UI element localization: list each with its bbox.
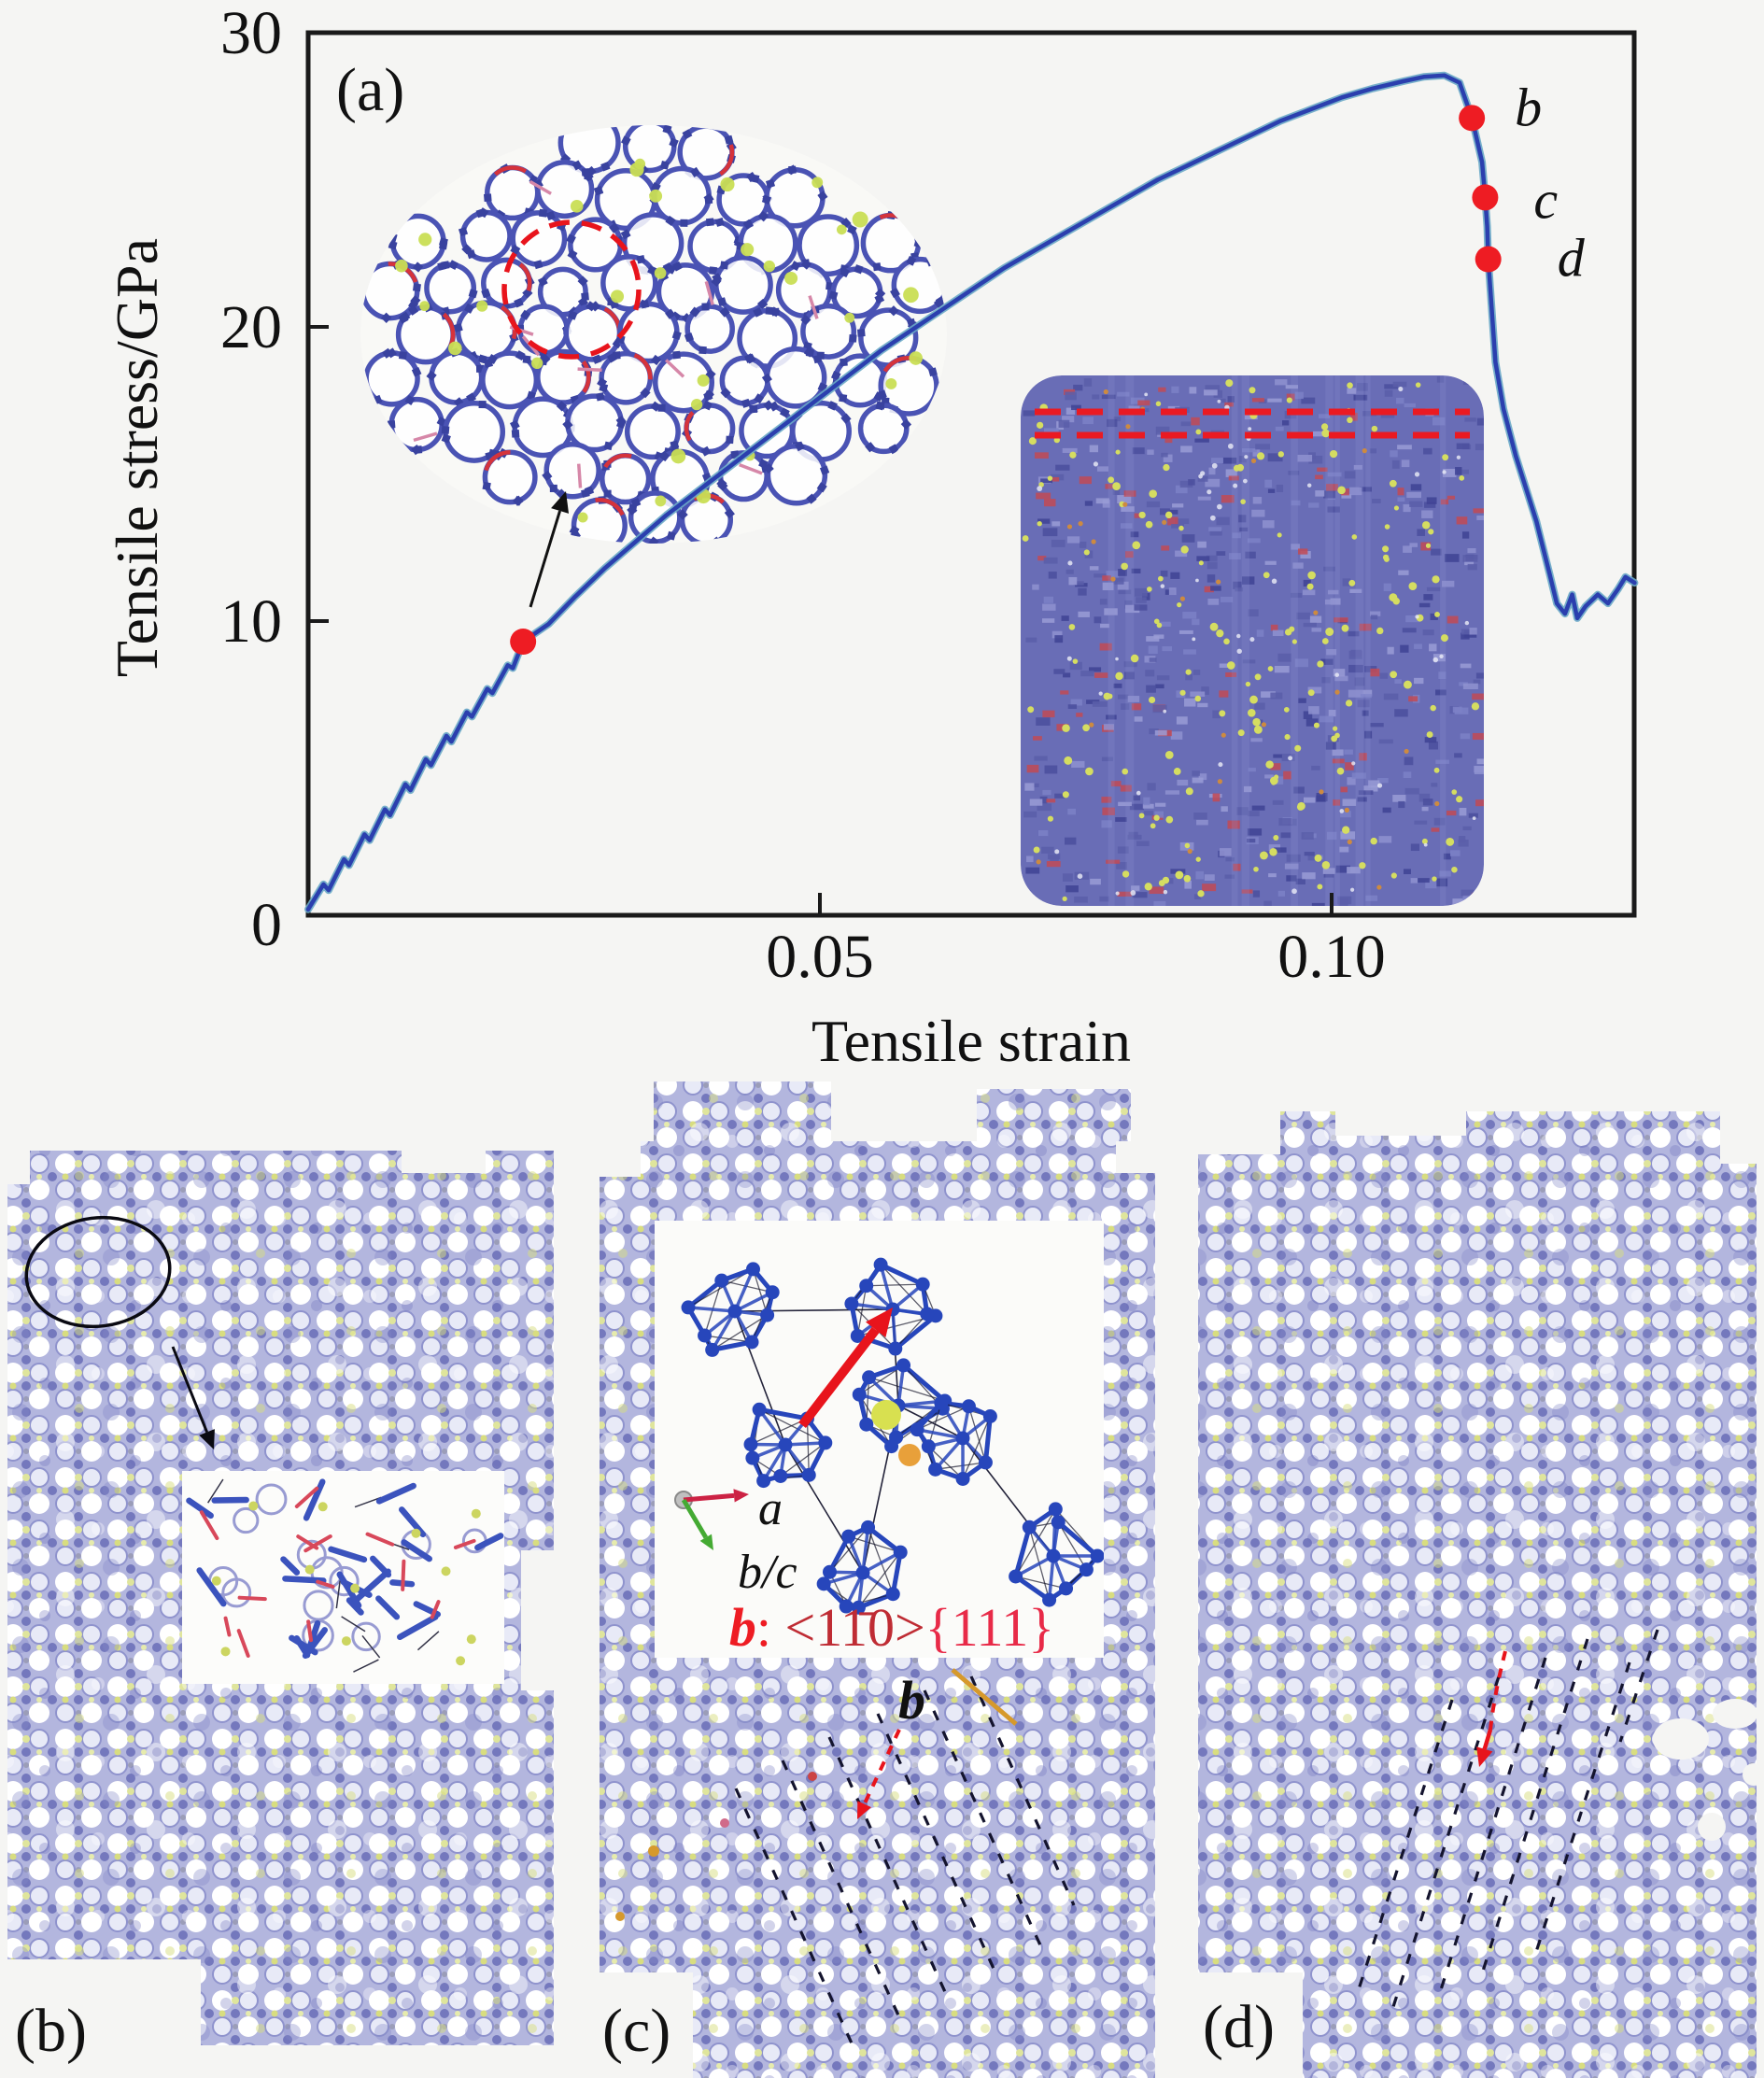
marker-point-d [1475, 246, 1502, 273]
y-tick-0: 0 [251, 891, 282, 959]
panel-b-label: (b) [15, 1997, 87, 2065]
axis-a-label: a [758, 1482, 783, 1535]
panel-c-inset-cluster-structure [674, 1257, 1104, 1615]
slip-vector-b-label: b [898, 1670, 925, 1731]
panel-d-slip-plane-dashes [1357, 1629, 1659, 2014]
plot-border [305, 30, 1637, 918]
panel-b-inset-disordered-structure [186, 1478, 504, 1673]
panel-c-slip-plane-dashes [615, 1668, 1076, 2046]
marker-point-b [1459, 105, 1486, 132]
panel-d-label: (d) [1203, 1993, 1275, 2061]
panel-c-snapshot [600, 1081, 1155, 2078]
axis-ticks [308, 31, 1334, 915]
marker-label-d: d [1558, 228, 1586, 289]
x-axis-title: Tensile strain [811, 1008, 1131, 1074]
x-tick-0.05: 0.05 [766, 923, 874, 991]
axis-bc-label: b/c [738, 1546, 797, 1599]
y-tick-10: 10 [220, 587, 282, 656]
yellow-dopant-atom [871, 1400, 901, 1430]
y-tick-30: 30 [220, 0, 282, 67]
inset-nanowire-cylinder-model [1021, 375, 1484, 906]
orange-atom [898, 1444, 921, 1466]
curve-markers: bcd [510, 77, 1586, 656]
panel-b-snapshot [7, 1151, 554, 2048]
panel-a-label: (a) [336, 56, 404, 124]
red-dashed-circle-annotation [501, 219, 642, 360]
burgers-vector-annotation: b: <11̄0>{111} [729, 1597, 1054, 1658]
y-tick-20: 20 [220, 293, 282, 361]
arrow-to-ring-inset [529, 491, 570, 608]
marker-label-c: c [1533, 169, 1558, 230]
defect-ellipse-annotation [24, 1215, 172, 1329]
x-tick-0.10: 0.10 [1277, 923, 1386, 991]
inset-cross-section-ring-view [360, 125, 947, 544]
axis-tick-labels: 0 10 20 30 0.05 0.10 [220, 0, 1386, 991]
marker-point-a [510, 629, 537, 656]
panel-c-label: (c) [602, 1997, 670, 2065]
y-axis-title: Tensile stress/GPa [104, 238, 170, 677]
marker-label-b: b [1515, 77, 1542, 137]
stress-strain-curve [304, 71, 1639, 913]
panel-d-snapshot [1198, 1111, 1764, 2078]
panel-a-stress-strain-plot: 0 10 20 30 0.05 0.10 Tensile stress/GPa Tensi… [104, 0, 1639, 1074]
marker-point-c [1472, 184, 1499, 211]
